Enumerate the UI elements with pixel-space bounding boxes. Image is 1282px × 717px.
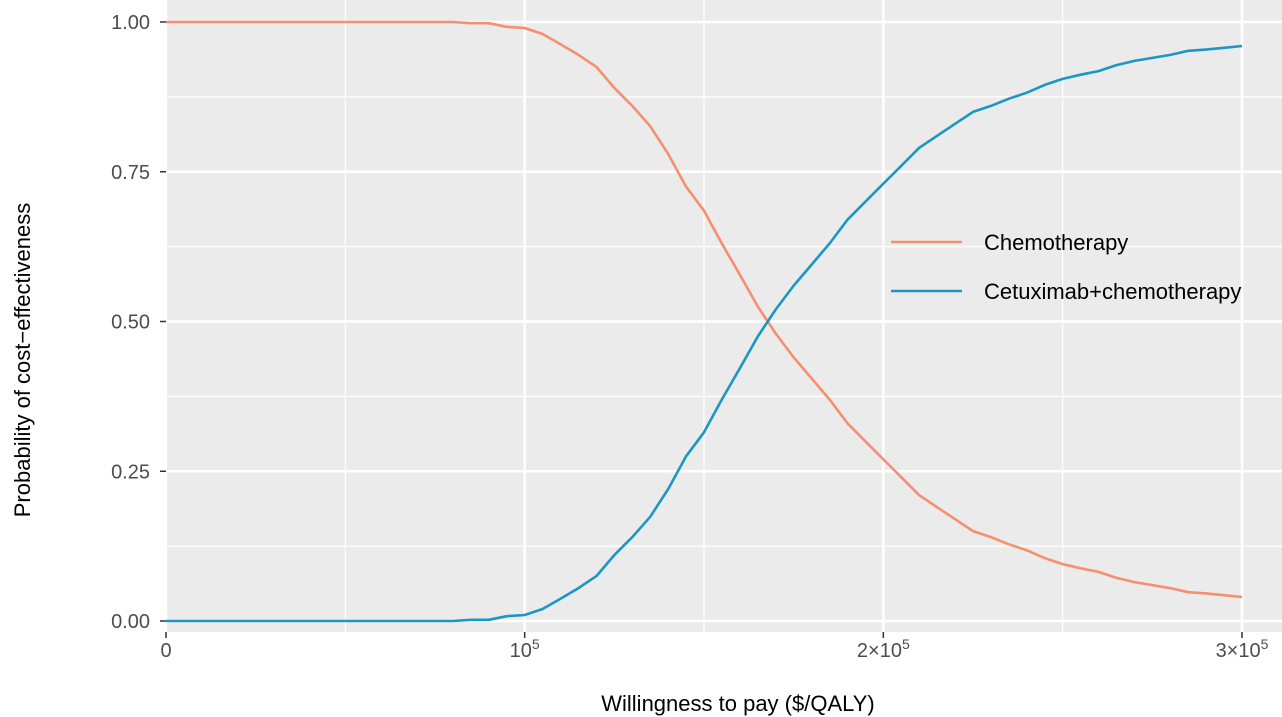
axes: 0.00 0.25 0.50 0.75 1.00 0 105 2×105 3×105 — [111, 12, 1269, 662]
plot-panel — [166, 0, 1282, 632]
y-tick-label: 0.00 — [111, 611, 150, 633]
legend-label-1: Cetuximab+chemotherapy — [984, 279, 1241, 304]
series-lines — [166, 20, 1243, 623]
x-tick-label: 2×105 — [857, 636, 910, 662]
x-tick-label: 3×105 — [1216, 636, 1269, 662]
y-tick-label: 0.25 — [111, 461, 150, 483]
x-tick-label: 0 — [160, 640, 171, 662]
y-tick-label: 0.75 — [111, 162, 150, 184]
y-axis-title: Probability of cost−effectiveness — [10, 203, 35, 518]
x-tick-label: 105 — [510, 636, 540, 662]
y-tick-label: 1.00 — [111, 12, 150, 34]
y-tick-label: 0.50 — [111, 312, 150, 334]
legend: Chemotherapy Cetuximab+chemotherapy — [891, 230, 1241, 304]
series-line-0 — [166, 20, 1243, 599]
x-axis-title: Willingness to pay ($/QALY) — [601, 691, 874, 716]
series-line-1 — [166, 44, 1243, 623]
legend-label-0: Chemotherapy — [984, 230, 1128, 255]
